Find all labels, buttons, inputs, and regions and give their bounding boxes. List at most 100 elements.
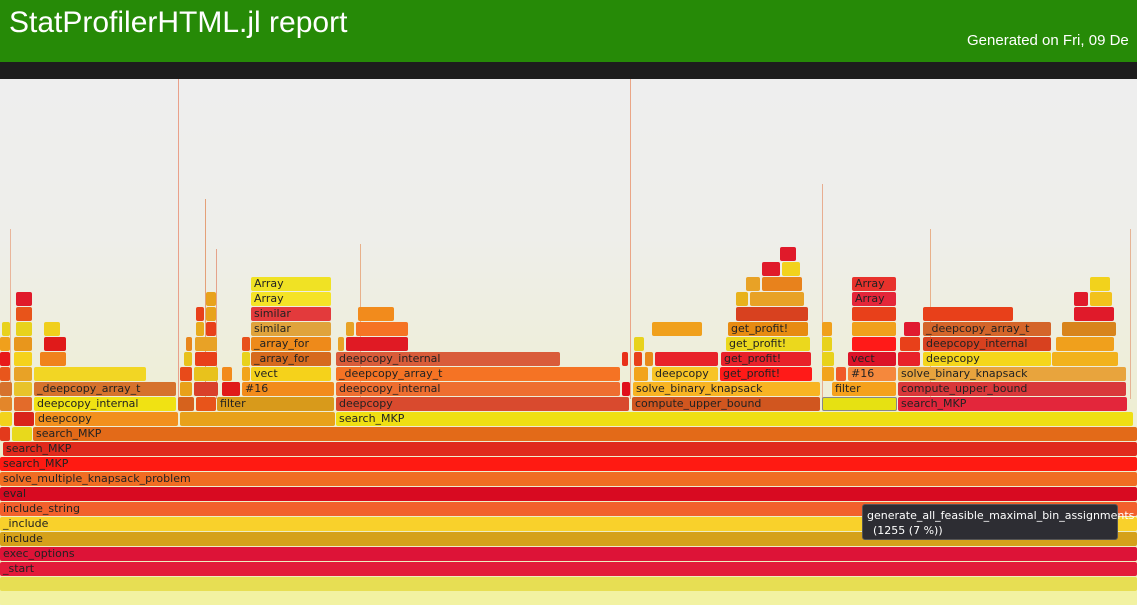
flame-frame[interactable] xyxy=(0,397,12,411)
flame-frame[interactable]: _deepcopy_array_t xyxy=(923,322,1051,336)
flame-frame[interactable] xyxy=(2,322,10,336)
flame-frame[interactable]: solve_multiple_knapsack_problem xyxy=(0,472,1137,486)
flame-frame[interactable] xyxy=(0,427,10,441)
flame-frame[interactable] xyxy=(898,352,920,366)
flame-frame[interactable]: solve_binary_knapsack xyxy=(633,382,820,396)
flame-frame[interactable] xyxy=(736,292,748,306)
flame-frame[interactable] xyxy=(14,337,32,351)
flame-frame[interactable] xyxy=(196,307,204,321)
flame-frame[interactable] xyxy=(852,307,896,321)
flame-frame[interactable]: search_MKP xyxy=(898,397,1127,411)
flame-frame[interactable]: vect xyxy=(251,367,331,381)
flame-frame[interactable] xyxy=(822,367,834,381)
flame-frame[interactable] xyxy=(652,322,702,336)
flame-frame[interactable] xyxy=(12,427,32,441)
flame-frame[interactable]: filter xyxy=(217,397,334,411)
flame-frame[interactable]: similar xyxy=(251,307,331,321)
flame-frame[interactable]: #16 xyxy=(242,382,334,396)
flame-frame[interactable]: #16 xyxy=(848,367,896,381)
flame-frame[interactable] xyxy=(196,322,204,336)
flame-frame[interactable]: _start xyxy=(0,562,1137,576)
flame-frame[interactable] xyxy=(645,352,653,366)
flame-frame[interactable]: search_MKP xyxy=(0,457,1137,471)
flame-frame[interactable] xyxy=(16,322,32,336)
flame-frame[interactable] xyxy=(195,337,217,351)
flame-frame[interactable] xyxy=(44,337,66,351)
flame-frame[interactable] xyxy=(206,307,216,321)
flame-frame[interactable] xyxy=(242,337,250,351)
flame-frame[interactable] xyxy=(0,577,1137,591)
flame-frame[interactable] xyxy=(634,367,648,381)
flame-frame[interactable]: include_string xyxy=(0,502,1137,516)
flame-frame[interactable] xyxy=(346,337,408,351)
flame-frame[interactable]: compute_upper_bound xyxy=(632,397,820,411)
flame-frame[interactable] xyxy=(780,247,796,261)
flame-frame[interactable]: _deepcopy_array_t xyxy=(34,382,176,396)
flame-frame[interactable] xyxy=(852,322,896,336)
flame-frame[interactable] xyxy=(222,367,232,381)
flame-frame[interactable]: eval xyxy=(0,487,1137,501)
flame-frame[interactable] xyxy=(195,352,217,366)
flame-frame[interactable] xyxy=(0,337,10,351)
flame-frame[interactable]: search_MKP xyxy=(336,412,1133,426)
flame-frame[interactable] xyxy=(242,352,250,366)
flame-frame[interactable] xyxy=(634,352,642,366)
flame-frame[interactable]: deepcopy xyxy=(923,352,1051,366)
flame-frame[interactable]: get_profit! xyxy=(720,367,812,381)
flame-frame[interactable] xyxy=(900,337,920,351)
flame-frame[interactable] xyxy=(242,367,250,381)
flame-frame[interactable]: _deepcopy_array_t xyxy=(336,367,620,381)
flame-frame[interactable] xyxy=(14,382,32,396)
flame-frame[interactable]: get_profit! xyxy=(721,352,811,366)
flame-frame[interactable] xyxy=(822,337,832,351)
flame-frame[interactable] xyxy=(822,322,832,336)
flame-frame[interactable] xyxy=(736,307,808,321)
flame-frame[interactable]: deepcopy_internal xyxy=(336,382,620,396)
flame-frame[interactable] xyxy=(16,307,32,321)
flame-frame[interactable] xyxy=(0,382,12,396)
flame-frame[interactable] xyxy=(762,262,780,276)
flame-frame[interactable] xyxy=(655,352,718,366)
flame-frame[interactable] xyxy=(358,307,394,321)
flame-frame[interactable] xyxy=(822,352,834,366)
flame-frame[interactable]: deepcopy xyxy=(336,397,629,411)
flame-frame[interactable]: deepcopy_internal xyxy=(923,337,1051,351)
flame-frame[interactable]: get_profit! xyxy=(726,337,810,351)
flame-frame[interactable] xyxy=(0,352,10,366)
flame-frame[interactable] xyxy=(194,367,218,381)
flame-frame[interactable]: _include xyxy=(0,517,1137,531)
flame-frame[interactable]: vect xyxy=(848,352,896,366)
flame-frame[interactable] xyxy=(1074,292,1088,306)
flame-frame[interactable] xyxy=(0,367,10,381)
flame-frame[interactable] xyxy=(44,322,60,336)
flame-frame[interactable] xyxy=(14,367,32,381)
flame-frame[interactable] xyxy=(852,337,896,351)
flame-frame[interactable] xyxy=(904,322,920,336)
flame-frame[interactable] xyxy=(923,307,1013,321)
flame-frame[interactable] xyxy=(762,277,802,291)
flame-frame[interactable] xyxy=(206,322,216,336)
flame-frame[interactable] xyxy=(356,322,408,336)
flame-graph[interactable]: _start exec_options include _include inc… xyxy=(0,79,1137,605)
flame-frame[interactable]: search_MKP xyxy=(3,442,1137,456)
flame-frame[interactable] xyxy=(180,367,192,381)
flame-frame[interactable] xyxy=(178,397,194,411)
flame-frame[interactable] xyxy=(180,412,335,426)
flame-frame[interactable] xyxy=(822,397,897,411)
flame-frame[interactable]: Array xyxy=(251,277,331,291)
flame-frame[interactable]: _array_for xyxy=(251,352,331,366)
flame-frame[interactable] xyxy=(222,382,240,396)
flame-frame[interactable]: deepcopy_internal xyxy=(336,352,560,366)
flame-frame[interactable]: deepcopy xyxy=(35,412,178,426)
flame-frame[interactable] xyxy=(1090,292,1112,306)
flame-frame[interactable]: solve_binary_knapsack xyxy=(898,367,1126,381)
flame-frame[interactable] xyxy=(836,367,846,381)
flame-frame[interactable]: Array xyxy=(852,292,896,306)
flame-frame[interactable]: Array xyxy=(852,277,896,291)
flame-frame[interactable]: compute_upper_bound xyxy=(898,382,1126,396)
flame-frame[interactable] xyxy=(16,292,32,306)
flame-frame[interactable] xyxy=(34,367,146,381)
flame-frame[interactable]: exec_options xyxy=(0,547,1137,561)
flame-frame[interactable] xyxy=(0,588,1137,605)
flame-frame[interactable] xyxy=(1056,337,1114,351)
